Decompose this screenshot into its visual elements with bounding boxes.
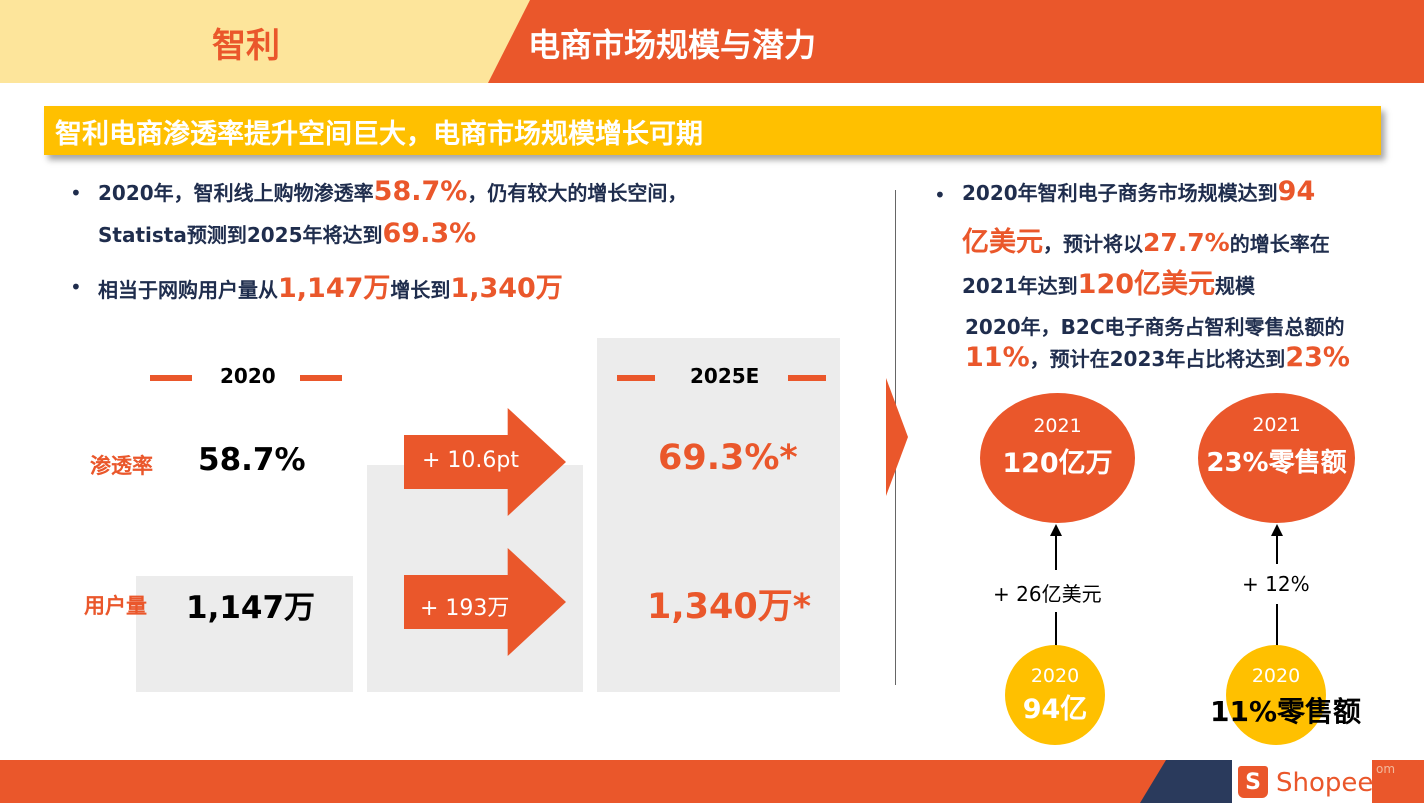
bullet-dot: • [70, 181, 82, 205]
value-2020-users: 1,147万 [186, 590, 316, 626]
row-label-penetration: 渗透率 [90, 454, 153, 478]
headline-text: 智利电商渗透率提升空间巨大，电商市场规模增长可期 [55, 119, 703, 150]
increase-market: + 26亿美元 [993, 582, 1102, 606]
arrow-up-icon [1271, 524, 1283, 536]
header-right-band [488, 0, 1424, 83]
shopee-logo-text: Shopee [1276, 768, 1374, 798]
connector-line [1055, 612, 1057, 650]
increase-retail: + 12% [1242, 572, 1310, 596]
circle-year: 2021 [1252, 414, 1301, 436]
bullet-penetration: 2020年，智利线上购物渗透率58.7%，仍有较大的增长空间， [98, 176, 688, 207]
circle-value-retail-2020: 11%零售额 [1210, 695, 1362, 728]
circle-2021-retail: 2021 23%零售额 [1198, 393, 1355, 523]
bar-2020 [136, 576, 353, 692]
circle-2020-retail: 2020 [1226, 645, 1326, 745]
column-2020: 2020 [220, 364, 276, 388]
dash-left [617, 375, 655, 381]
circle-year: 2020 [1251, 665, 1301, 687]
headline-banner [44, 106, 1381, 155]
change-penetration: + 10.6pt [422, 448, 520, 473]
connector-line [1276, 534, 1278, 564]
circle-value: 94亿 [1022, 694, 1088, 725]
b2c-share-line2: 11%，预计在2023年占比将达到23% [965, 342, 1350, 373]
column-2025e: 2025E [690, 364, 760, 388]
circle-2020-market: 2020 94亿 [1005, 645, 1105, 745]
arrow-up-icon [1050, 524, 1062, 536]
circle-2021-market: 2021 120亿万 [980, 393, 1135, 523]
slide-title: 电商市场规模与潜力 [528, 26, 817, 64]
value-2025-penetration: 69.3%* [658, 438, 798, 478]
b2c-share-line1: 2020年，B2C电子商务占智利零售总额的 [965, 315, 1345, 339]
connector-line [1276, 604, 1278, 650]
bullet-dot: • [934, 183, 946, 207]
country-title: 智利 [212, 26, 280, 66]
market-size-line1: 2020年智利电子商务市场规模达到94 [962, 176, 1316, 207]
footer-partial-text: om [1376, 762, 1396, 776]
circle-value: 120亿万 [1002, 448, 1113, 479]
value-2020-penetration: 58.7% [198, 442, 306, 478]
connector-line [1055, 534, 1057, 570]
row-label-users: 用户量 [84, 594, 147, 618]
shopee-bag-icon: S [1238, 766, 1268, 798]
bullet-users: 相当于网购用户量从1,147万增长到1,340万 [98, 273, 563, 304]
circle-year: 2020 [1030, 665, 1080, 687]
dash-left [150, 375, 192, 381]
market-size-line2: 亿美元，预计将以27.7%的增长率在 [962, 227, 1330, 258]
market-size-line3: 2021年达到120亿美元规模 [962, 269, 1256, 300]
dash-right [788, 375, 826, 381]
circle-year: 2021 [1033, 415, 1082, 437]
bar-2025 [597, 338, 840, 692]
value-2025-users: 1,340万* [647, 587, 812, 627]
dash-right [300, 375, 342, 381]
bullet-dot: • [70, 275, 82, 299]
change-users: + 193万 [420, 596, 510, 621]
bullet-penetration-line2: Statista预测到2025年将达到69.3% [98, 218, 477, 249]
header-left-band [0, 0, 530, 83]
chevron-right-icon [886, 378, 908, 496]
circle-value: 23%零售额 [1206, 448, 1347, 478]
